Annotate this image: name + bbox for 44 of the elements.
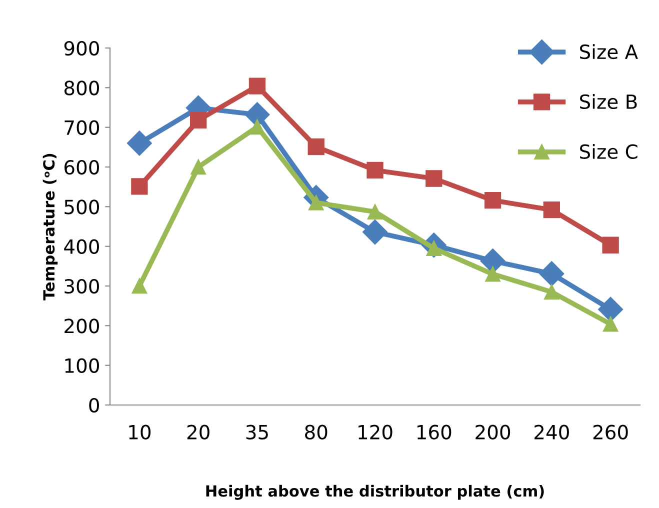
y-tick-label: 300 <box>64 278 99 294</box>
point <box>308 138 324 156</box>
point <box>602 316 618 332</box>
point <box>131 178 148 195</box>
point <box>544 284 560 300</box>
point <box>126 130 152 156</box>
y-tick-label: 200 <box>64 318 99 334</box>
legend-label: Size C <box>580 144 638 159</box>
y-axis-title: Temperature (ᵒC) <box>42 154 58 300</box>
y-tick-label: 100 <box>65 358 99 373</box>
point <box>484 192 502 209</box>
point <box>367 204 383 220</box>
x-tick-label: 160 <box>417 424 452 440</box>
point <box>426 170 442 187</box>
point <box>248 78 266 94</box>
x-tick-label: 200 <box>476 424 510 440</box>
x-tick-label: 10 <box>129 424 151 440</box>
x-axis-title: Height above the distributor plate (cm) <box>206 484 544 500</box>
point <box>602 236 619 254</box>
point <box>598 296 624 322</box>
point <box>366 162 384 179</box>
x-tick-label: 20 <box>187 424 210 440</box>
legend-label: Size A <box>580 44 638 60</box>
point <box>190 159 206 175</box>
y-tick-label: 900 <box>64 40 99 56</box>
x-tick-label: 120 <box>358 424 392 440</box>
x-tick-label: 240 <box>534 424 569 440</box>
x-tick-label: 80 <box>305 424 328 440</box>
x-tick-label: 260 <box>593 424 628 440</box>
point <box>132 278 148 294</box>
point <box>250 119 265 135</box>
point <box>543 202 560 218</box>
y-tick-label: 500 <box>64 200 99 214</box>
legend-label: Size B <box>580 94 637 110</box>
y-tick-label: 600 <box>64 160 99 175</box>
y-tick-label: 800 <box>64 80 99 96</box>
point <box>539 261 564 286</box>
x-tick-label: 35 <box>246 424 268 440</box>
y-tick-label: 0 <box>89 398 99 413</box>
y-tick-label: 700 <box>64 120 99 135</box>
y-tick-label: 400 <box>64 239 99 254</box>
point <box>485 266 500 282</box>
point <box>362 220 388 245</box>
point <box>190 112 207 129</box>
